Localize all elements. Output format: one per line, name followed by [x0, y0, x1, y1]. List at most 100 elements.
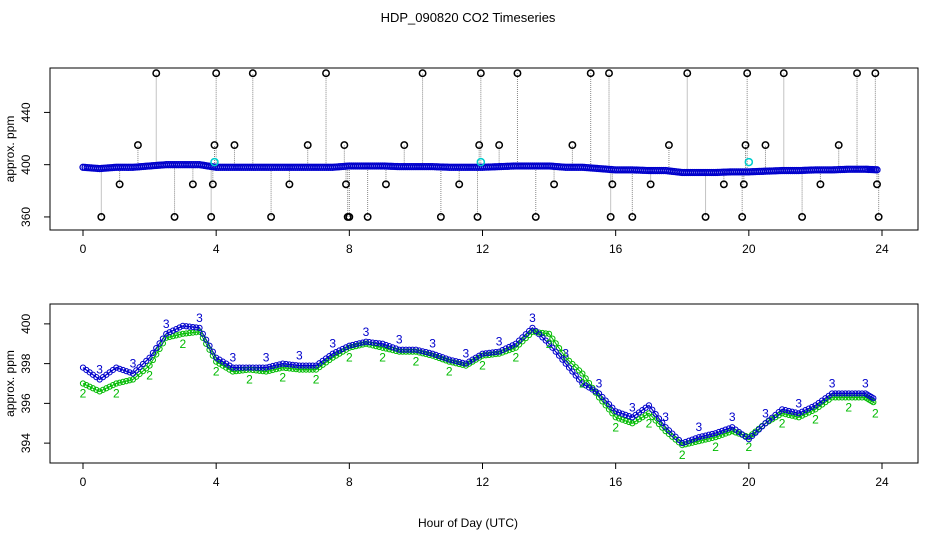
data-point — [372, 339, 380, 347]
series-2-marker: 2 — [379, 351, 386, 365]
data-point — [419, 348, 426, 355]
data-point — [146, 354, 153, 361]
data-point — [452, 358, 459, 365]
data-point — [116, 365, 123, 372]
data-point — [502, 345, 509, 352]
data-point — [469, 356, 476, 363]
data-point — [389, 344, 396, 351]
outlier-point — [664, 141, 673, 150]
data-point — [702, 432, 709, 439]
data-point — [282, 364, 290, 372]
data-point — [612, 408, 619, 415]
data-point — [569, 360, 576, 368]
data-point — [782, 411, 789, 418]
series-2-marker: 2 — [712, 440, 719, 454]
data-point — [406, 346, 413, 353]
data-point — [376, 340, 383, 347]
data-point — [209, 352, 216, 359]
data-point — [282, 360, 290, 368]
data-point — [213, 354, 220, 361]
series-3-marker: 3 — [496, 335, 503, 349]
outlier-point — [208, 180, 217, 189]
series-3-marker: 3 — [562, 347, 569, 361]
data-point — [446, 358, 453, 365]
data-point — [203, 336, 210, 343]
data-point — [509, 342, 516, 349]
data-point — [649, 406, 656, 413]
data-point — [236, 367, 243, 374]
data-point — [436, 354, 443, 362]
data-point — [459, 359, 466, 366]
data-point — [599, 393, 606, 401]
data-point — [123, 378, 130, 385]
outlier-point — [267, 212, 276, 221]
outlier-point — [646, 180, 655, 189]
data-point — [622, 417, 629, 424]
data-point — [659, 419, 666, 426]
data-point — [842, 390, 849, 397]
data-point — [179, 330, 186, 337]
data-point — [432, 351, 439, 358]
outlier-point — [513, 69, 522, 78]
data-point — [139, 360, 147, 368]
series-3-marker: 3 — [729, 410, 736, 424]
data-point — [609, 404, 616, 411]
series-3-marker: 3 — [762, 406, 769, 420]
series-2-marker: 2 — [779, 416, 786, 430]
outlier-point — [874, 212, 883, 221]
chart-title: HDP_090820 CO2 Timeseries — [381, 10, 556, 25]
data-point — [689, 439, 696, 446]
outlier-point — [834, 141, 843, 150]
y-tick-label: 360 — [19, 207, 33, 227]
series-2-marker: 2 — [213, 365, 220, 379]
data-point — [855, 394, 862, 401]
outlier-point — [586, 69, 595, 78]
data-point — [396, 348, 403, 355]
data-point — [236, 364, 243, 371]
data-point — [709, 434, 716, 442]
data-point — [789, 408, 796, 415]
outlier-point — [816, 180, 825, 189]
data-point — [472, 356, 479, 363]
data-point — [269, 362, 276, 370]
data-point — [362, 338, 370, 345]
data-point — [622, 411, 629, 419]
data-point — [519, 334, 526, 341]
data-point — [116, 379, 123, 386]
data-point — [542, 330, 549, 337]
data-point — [109, 381, 117, 389]
outlier-point — [363, 212, 372, 221]
outlier-point — [115, 180, 124, 189]
data-point — [779, 410, 786, 417]
outlier-point — [207, 212, 216, 221]
data-point — [263, 364, 270, 371]
data-point — [632, 418, 639, 425]
data-point — [96, 388, 103, 395]
x-tick-label: 8 — [346, 242, 353, 256]
data-point — [199, 330, 206, 337]
data-point — [296, 362, 303, 369]
data-point — [522, 331, 529, 338]
data-point — [545, 340, 553, 347]
data-point — [362, 340, 370, 347]
x-tick-label: 12 — [476, 475, 490, 489]
data-point — [153, 345, 160, 352]
data-point — [279, 360, 286, 367]
data-point — [496, 350, 503, 357]
data-point — [193, 324, 200, 331]
data-point — [712, 430, 719, 437]
data-point — [276, 365, 283, 372]
outlier-point — [853, 69, 861, 78]
data-point — [446, 356, 453, 363]
data-point — [582, 375, 589, 382]
data-point — [272, 366, 280, 373]
data-point — [389, 347, 396, 354]
data-point — [302, 362, 310, 369]
data-point — [309, 366, 316, 373]
data-point — [808, 403, 816, 411]
data-point — [848, 390, 856, 397]
data-point — [439, 354, 446, 361]
data-point — [785, 407, 792, 415]
outlier-point — [303, 141, 312, 150]
